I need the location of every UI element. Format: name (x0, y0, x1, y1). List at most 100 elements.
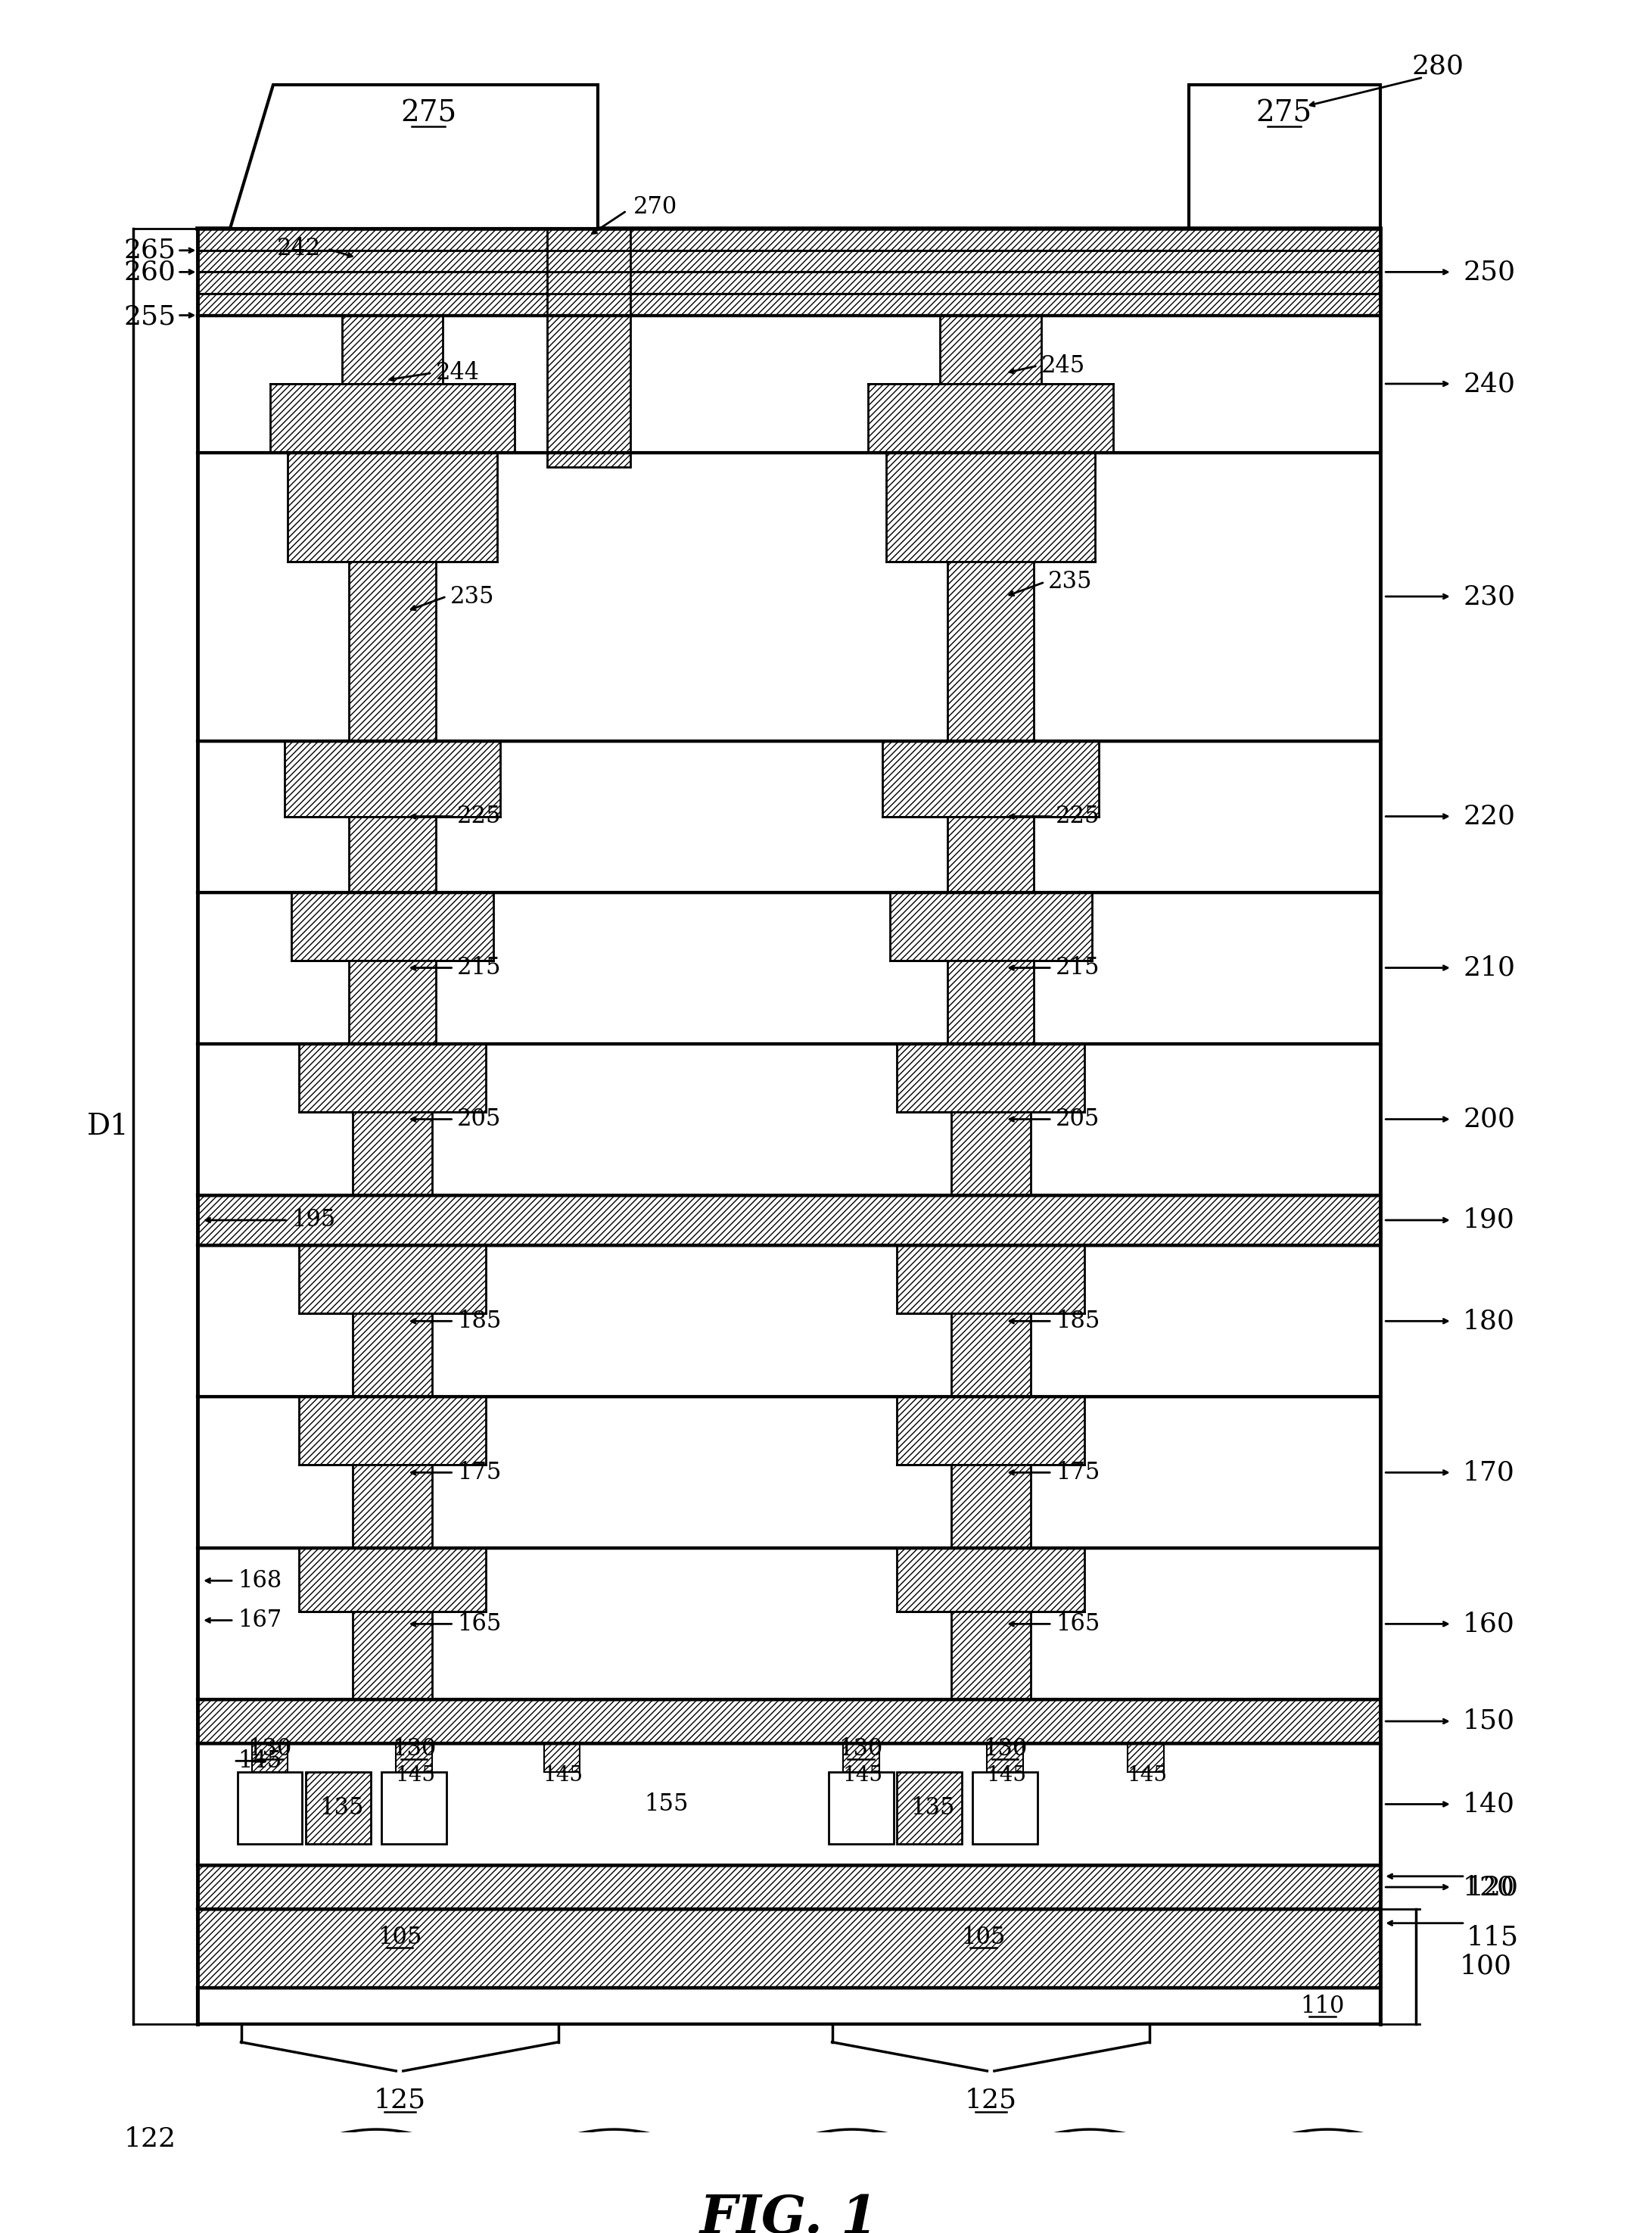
Bar (198, 1865, 1379, 1909)
Bar (299, 1246, 486, 1313)
Text: 230: 230 (1464, 583, 1515, 610)
Bar (988, 1744, 1023, 1771)
Bar (306, 1771, 370, 1844)
Bar (1128, 1744, 1163, 1771)
Text: 220: 220 (1464, 804, 1515, 828)
Text: 125: 125 (965, 2088, 1018, 2112)
Text: 235: 235 (1049, 569, 1092, 594)
Bar (349, 960, 436, 1043)
Text: 165: 165 (1056, 1612, 1100, 1635)
Bar (897, 1547, 1084, 1612)
Text: 145: 145 (843, 1764, 882, 1786)
Bar (342, 315, 443, 384)
Text: 175: 175 (1056, 1460, 1100, 1485)
Bar (198, 250, 1379, 272)
Text: 150: 150 (1464, 1708, 1515, 1735)
Bar (238, 1771, 302, 1844)
Text: 235: 235 (449, 585, 494, 607)
Text: 145: 145 (395, 1764, 436, 1786)
Text: 210: 210 (1464, 956, 1515, 980)
Text: 130: 130 (983, 1737, 1028, 1760)
Text: D1: D1 (86, 1112, 129, 1141)
Text: 195: 195 (291, 1208, 335, 1233)
Bar (948, 563, 1034, 741)
Text: 280: 280 (1411, 54, 1464, 80)
Bar (198, 1987, 1379, 2023)
Bar (349, 563, 436, 741)
Bar (869, 384, 1113, 453)
Text: 115: 115 (1467, 1925, 1518, 1949)
Bar (198, 1195, 1379, 1246)
Text: 265: 265 (124, 237, 177, 263)
Text: 205: 205 (458, 1108, 502, 1130)
Text: 100: 100 (1459, 1954, 1512, 1978)
Text: 135: 135 (910, 1795, 955, 1820)
Bar (299, 1043, 486, 1112)
Text: FIG. 1: FIG. 1 (700, 2193, 877, 2233)
Text: 180: 180 (1464, 1309, 1515, 1333)
Text: 130: 130 (392, 1737, 436, 1760)
Bar (396, 1744, 433, 1771)
Bar (952, 1313, 1031, 1398)
Bar (948, 960, 1034, 1043)
Bar (952, 1612, 1031, 1699)
Bar (299, 1398, 486, 1465)
Text: 130: 130 (248, 1737, 292, 1760)
Bar (1189, 85, 1379, 228)
Bar (885, 453, 1095, 563)
Text: 145: 145 (238, 1748, 281, 1773)
Bar (890, 893, 1092, 960)
Bar (952, 1112, 1031, 1195)
Polygon shape (230, 85, 598, 228)
Bar (198, 295, 1379, 315)
Text: 275: 275 (1256, 100, 1312, 127)
Bar (251, 1744, 287, 1771)
Bar (897, 1398, 1084, 1465)
Text: 125: 125 (373, 2088, 426, 2112)
Bar (198, 228, 1379, 250)
Bar (382, 1771, 446, 1844)
Bar (829, 1771, 894, 1844)
Text: 200: 200 (1464, 1105, 1515, 1132)
Text: 168: 168 (238, 1570, 281, 1592)
Bar (269, 384, 515, 453)
Text: 250: 250 (1464, 259, 1515, 286)
Bar (287, 453, 497, 563)
Text: 205: 205 (1056, 1108, 1100, 1130)
Bar (843, 1744, 879, 1771)
Text: 105: 105 (961, 1925, 1006, 1949)
Text: 175: 175 (458, 1460, 502, 1485)
Bar (349, 817, 436, 893)
Text: 185: 185 (458, 1309, 502, 1333)
Bar (198, 1699, 1379, 1744)
Bar (547, 228, 631, 467)
Text: 185: 185 (1056, 1309, 1100, 1333)
Bar (354, 1313, 433, 1398)
Text: 120: 120 (1467, 1873, 1518, 1900)
Bar (897, 1771, 961, 1844)
Bar (198, 272, 1379, 295)
Text: 225: 225 (458, 804, 502, 828)
Text: 255: 255 (124, 304, 177, 330)
Text: 165: 165 (458, 1612, 502, 1635)
Text: 190: 190 (1464, 1208, 1515, 1233)
Text: 145: 145 (1127, 1764, 1168, 1786)
Text: 225: 225 (1056, 804, 1100, 828)
Bar (897, 1043, 1084, 1112)
Text: 170: 170 (1464, 1460, 1515, 1485)
Text: 110: 110 (1300, 1994, 1345, 2019)
Bar (198, 1744, 1379, 1865)
Text: 270: 270 (633, 197, 677, 219)
Text: 135: 135 (320, 1795, 363, 1820)
Bar (198, 1909, 1379, 1987)
Text: 140: 140 (1464, 1791, 1515, 1818)
Bar (354, 1612, 433, 1699)
Bar (354, 1465, 433, 1547)
Text: 215: 215 (1056, 956, 1100, 980)
Bar (299, 1547, 486, 1612)
Text: 130: 130 (839, 1737, 884, 1760)
Bar (952, 1465, 1031, 1547)
Text: 120: 120 (1464, 1873, 1515, 1900)
Text: 160: 160 (1464, 1610, 1515, 1637)
Text: 167: 167 (238, 1608, 281, 1632)
